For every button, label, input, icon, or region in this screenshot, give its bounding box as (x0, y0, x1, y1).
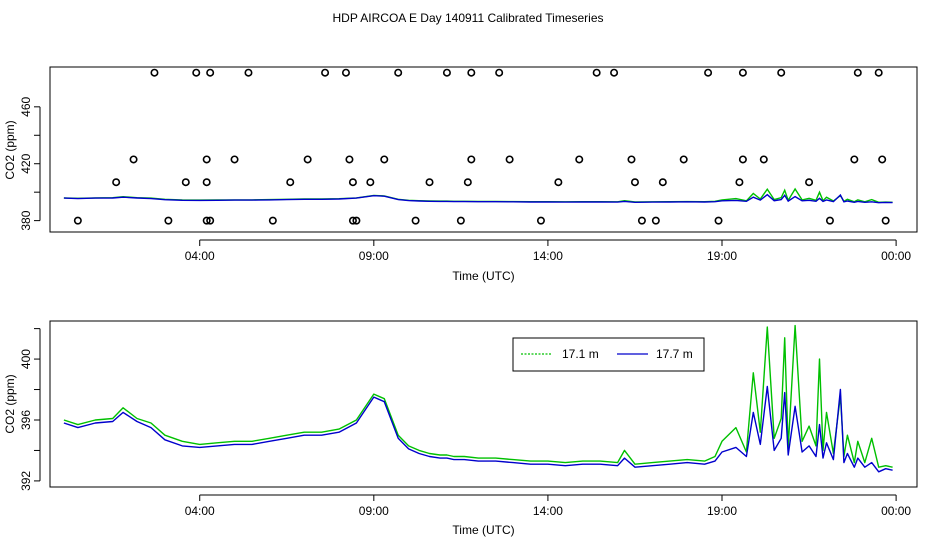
data-point (825, 216, 834, 225)
data-point (679, 155, 688, 164)
data-point (738, 68, 747, 77)
y-tick-label: 400 (19, 349, 33, 369)
x-tick-label: 19:00 (707, 249, 737, 263)
bottom-plot-frame (49, 320, 918, 488)
data-point (874, 68, 883, 77)
y-tick-label: 396 (19, 410, 33, 430)
data-point (592, 68, 601, 77)
x-tick-label: 09:00 (359, 249, 389, 263)
top-y-axis-label: CO2 (ppm) (3, 120, 17, 179)
y-tick-label: 460 (19, 96, 33, 116)
data-point (411, 216, 420, 225)
top-panel: Time (UTC) CO2 (ppm) (3, 66, 918, 283)
legend-box (512, 337, 705, 372)
data-point (303, 155, 312, 164)
data-point (112, 178, 121, 187)
data-point (345, 155, 354, 164)
x-tick-label: 00:00 (881, 249, 911, 263)
data-point (738, 155, 747, 164)
bottom-y-axis-label: CO2 (ppm) (3, 374, 17, 433)
data-point (554, 178, 563, 187)
data-point (575, 155, 584, 164)
data-point (881, 216, 890, 225)
data-point (735, 178, 744, 187)
data-point (341, 68, 350, 77)
data-point (425, 178, 434, 187)
data-point (536, 216, 545, 225)
data-point (759, 155, 768, 164)
data-point (380, 155, 389, 164)
x-tick-label: 14:00 (533, 504, 563, 518)
legend-label-17-7m: 17.7 m (656, 347, 693, 361)
x-tick-label: 04:00 (185, 249, 215, 263)
data-point (206, 68, 215, 77)
top-series-line-17-7-m (63, 193, 893, 204)
data-point (463, 178, 472, 187)
data-point (853, 68, 862, 77)
x-tick-label: 14:00 (533, 249, 563, 263)
data-point (348, 178, 357, 187)
data-point (630, 178, 639, 187)
data-point (495, 68, 504, 77)
bottom-panel: Time (UTC) CO2 (ppm) 17.1 m 17.7 m (3, 320, 918, 537)
data-point (805, 178, 814, 187)
data-point (286, 178, 295, 187)
data-point (850, 155, 859, 164)
data-point (610, 68, 619, 77)
data-point (505, 155, 514, 164)
x-tick-label: 04:00 (185, 504, 215, 518)
data-point (651, 216, 660, 225)
x-tick-label: 19:00 (707, 504, 737, 518)
data-point (878, 155, 887, 164)
data-point (192, 68, 201, 77)
data-point (202, 216, 211, 225)
data-point (704, 68, 713, 77)
legend: 17.1 m 17.7 m (512, 337, 705, 372)
data-point (244, 68, 253, 77)
data-point (366, 178, 375, 187)
y-tick-label: 392 (19, 471, 33, 491)
bottom-x-axis-label: Time (UTC) (452, 523, 514, 537)
data-point (394, 68, 403, 77)
data-point (442, 68, 451, 77)
data-point (637, 216, 646, 225)
top-x-axis-label: Time (UTC) (452, 269, 514, 283)
y-tick-label: 380 (19, 210, 33, 230)
data-point (456, 216, 465, 225)
y-tick-label: 420 (19, 153, 33, 173)
data-point (268, 216, 277, 225)
data-point (129, 155, 138, 164)
data-point (348, 216, 357, 225)
data-point (777, 68, 786, 77)
data-point (714, 216, 723, 225)
data-point (202, 155, 211, 164)
data-point (352, 216, 361, 225)
data-point (150, 68, 159, 77)
x-tick-label: 09:00 (359, 504, 389, 518)
data-point (467, 68, 476, 77)
top-plot-frame (49, 66, 918, 233)
data-point (73, 216, 82, 225)
data-point (321, 68, 330, 77)
data-point (181, 178, 190, 187)
data-point (164, 216, 173, 225)
data-point (206, 216, 215, 225)
chart-title: HDP AIRCOA E Day 140911 Calibrated Times… (332, 11, 603, 25)
data-point (627, 155, 636, 164)
data-point (658, 178, 667, 187)
series-line-17-7-m (63, 385, 893, 473)
series-line-17-1-m (63, 324, 893, 468)
legend-label-17-1m: 17.1 m (562, 347, 599, 361)
data-point (202, 178, 211, 187)
data-point (467, 155, 476, 164)
x-tick-label: 00:00 (881, 504, 911, 518)
data-point (230, 155, 239, 164)
